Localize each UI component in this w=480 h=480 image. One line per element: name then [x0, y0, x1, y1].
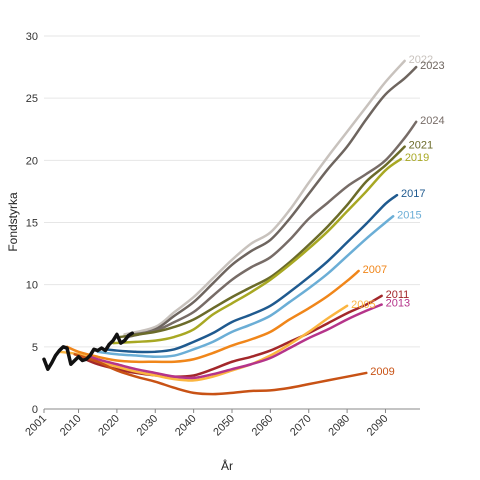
series-label-2023: 2023 — [420, 60, 444, 72]
x-tick-label: 2030 — [135, 413, 161, 439]
axes: 0 5 10 15 20 25 30 2001 2010 2020 2030 2040 2050 2060… — [23, 31, 420, 438]
series-label-2024: 2024 — [420, 115, 444, 127]
series-line-2011 — [81, 294, 383, 378]
x-tick-label: 2001 — [23, 413, 49, 439]
series-line-2005 — [58, 304, 349, 382]
series-label-2015: 2015 — [397, 209, 421, 221]
series-label-2011: 2011 — [386, 289, 410, 301]
series-label-2021: 2021 — [409, 140, 433, 152]
series-line-2013 — [88, 303, 383, 380]
series-line-2022 — [123, 59, 406, 336]
series-label-2007: 2007 — [363, 264, 387, 276]
x-tick-label: 2060 — [250, 413, 276, 439]
series-line-2017 — [104, 193, 399, 354]
grid — [44, 35, 420, 348]
series-line-2007 — [65, 269, 360, 364]
y-tick-label: 20 — [26, 155, 38, 167]
series-line-2009 — [73, 353, 368, 396]
x-tick-label: 2080 — [326, 413, 352, 439]
y-tick-label: 0 — [32, 404, 38, 416]
series-line-2019 — [111, 157, 403, 345]
series-line-2023 — [127, 65, 418, 339]
x-tick-label: 2070 — [288, 413, 314, 439]
x-tick-label: 2020 — [96, 413, 122, 439]
series-lines — [42, 59, 418, 396]
y-axis-label: Fondstyrka — [6, 192, 20, 252]
series-label-2019: 2019 — [405, 152, 429, 164]
x-tick-label: 2090 — [365, 413, 391, 439]
series-label-2017: 2017 — [401, 188, 425, 200]
y-tick-label: 10 — [26, 280, 38, 292]
series-line-2024 — [130, 120, 418, 336]
series-label-2005: 2005 — [351, 299, 375, 311]
y-tick-label: 25 — [26, 93, 38, 105]
series-line-2015 — [96, 215, 395, 359]
series-label-2009: 2009 — [370, 366, 394, 378]
x-tick-label: 2010 — [58, 413, 84, 439]
y-tick-label: 15 — [26, 218, 38, 230]
y-tick-label: 5 — [32, 342, 38, 354]
x-axis-label: År — [221, 458, 233, 473]
x-tick-label: 2040 — [173, 413, 199, 439]
series-line-2021 — [119, 145, 406, 339]
x-tick-label: 2050 — [211, 413, 237, 439]
series-line-historical — [42, 331, 134, 371]
series-label-2022: 2022 — [409, 54, 433, 66]
y-tick-label: 30 — [26, 31, 38, 43]
series-label-2013: 2013 — [386, 298, 410, 310]
